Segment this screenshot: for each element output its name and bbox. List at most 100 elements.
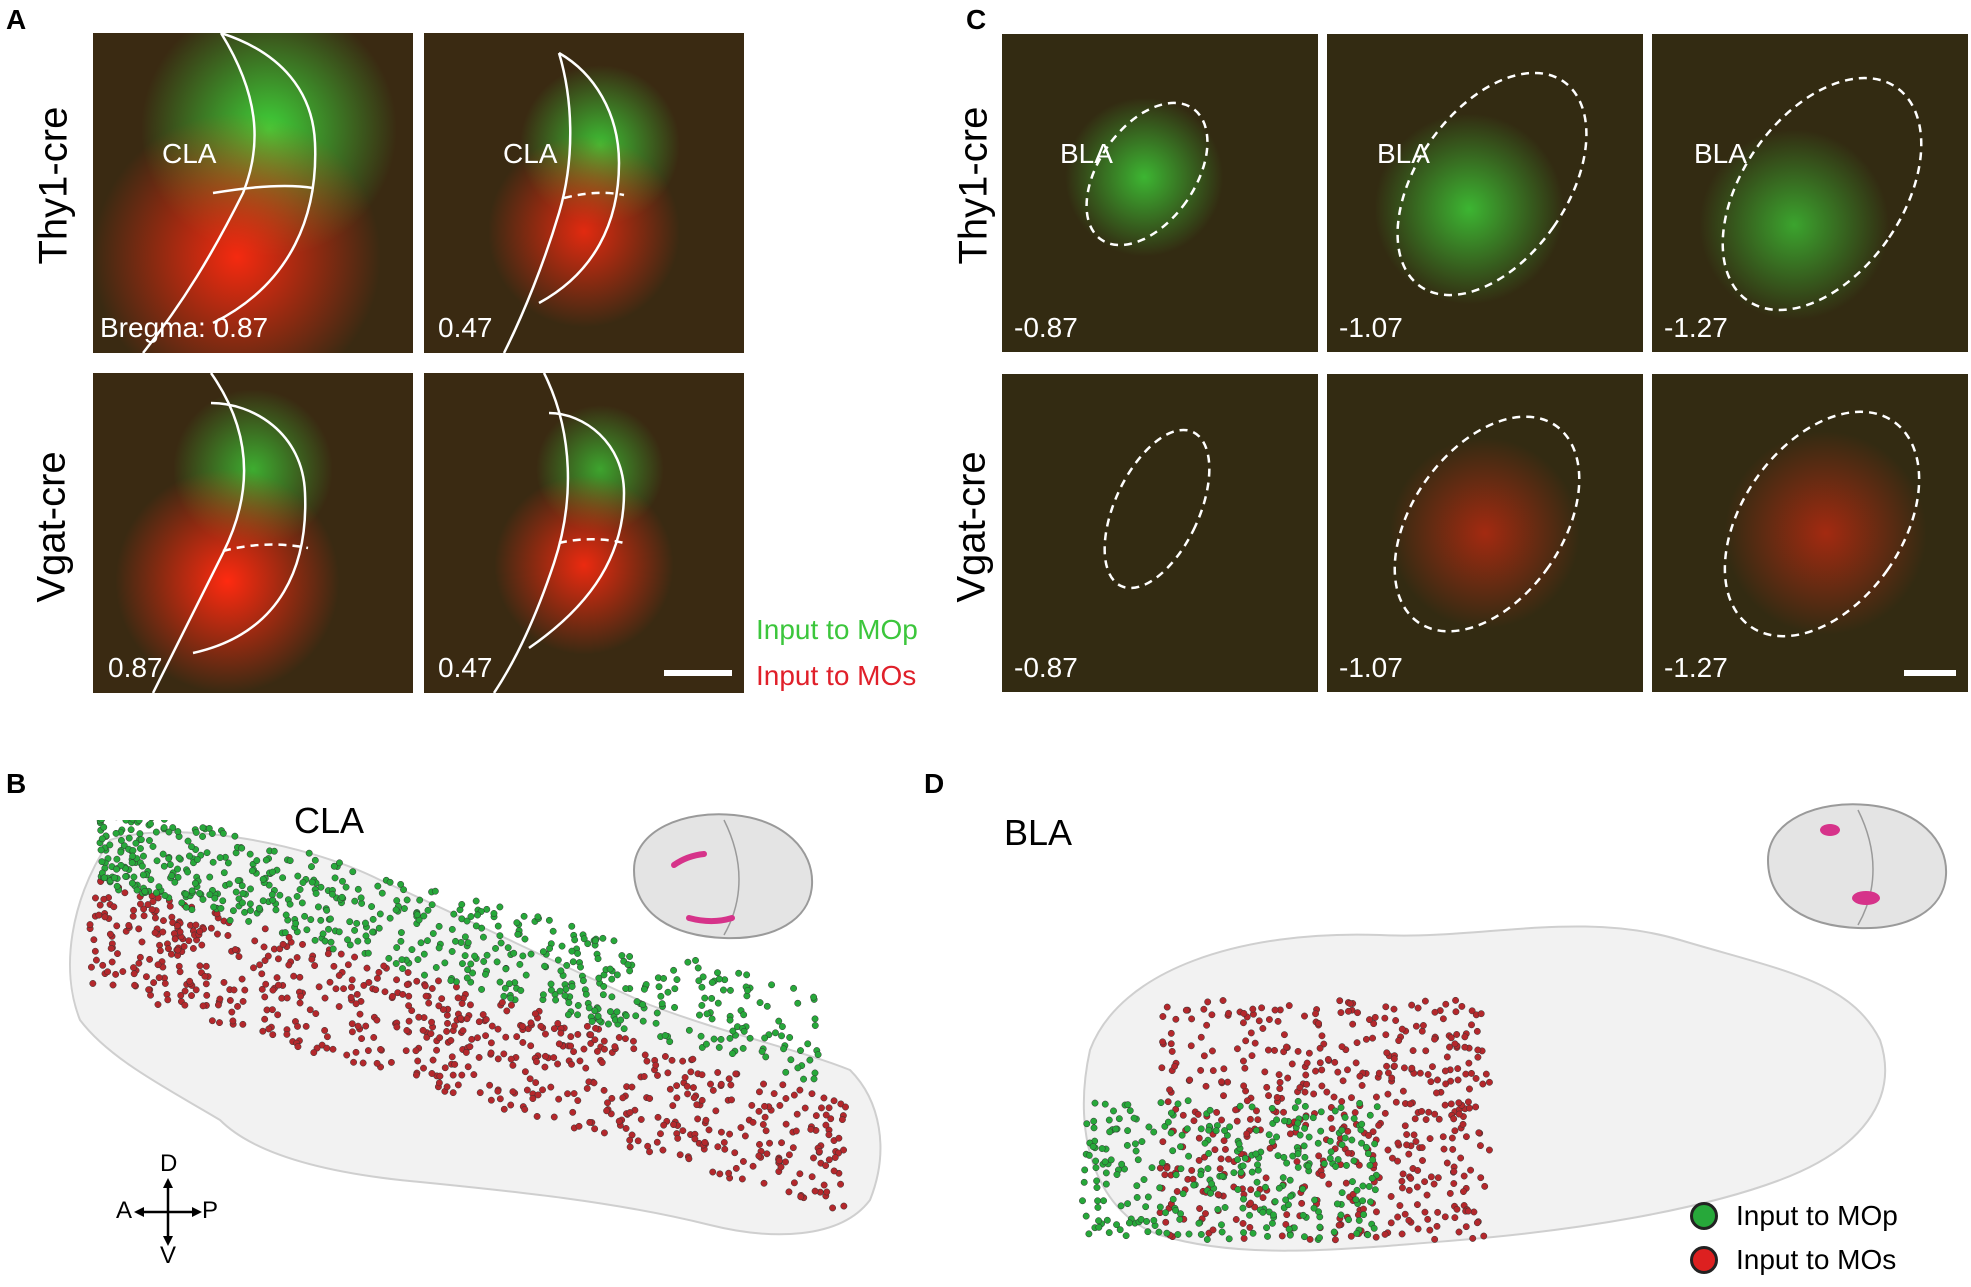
- cell-dot: [1352, 1059, 1360, 1067]
- cell-dot: [509, 1088, 517, 1096]
- cell-dot: [374, 974, 381, 982]
- cell-dot: [1315, 1152, 1323, 1160]
- cell-dot: [1345, 1216, 1353, 1224]
- cell-dot: [1372, 1233, 1380, 1241]
- cell-dot: [1103, 1216, 1111, 1224]
- cell-dot: [1446, 1043, 1453, 1051]
- cell-dot: [347, 993, 355, 1001]
- cell-dot: [180, 942, 188, 950]
- cell-dot: [1133, 1194, 1141, 1201]
- cell-dot: [1269, 1211, 1277, 1219]
- cell-dot: [1347, 1232, 1355, 1240]
- cell-dot: [835, 1134, 843, 1142]
- cell-dot: [246, 900, 254, 908]
- cell-dot: [1144, 1193, 1152, 1201]
- cell-dot: [1381, 1230, 1389, 1238]
- cell-dot: [387, 1058, 395, 1066]
- cell-dot: [421, 982, 429, 990]
- cell-dot: [630, 1045, 638, 1053]
- cell-dot: [241, 986, 249, 994]
- cell-dot: [1330, 1093, 1338, 1101]
- cell-dot: [412, 1047, 420, 1055]
- cell-dot: [519, 1022, 526, 1030]
- cell-dot: [494, 1055, 502, 1063]
- cell-dot: [335, 1003, 343, 1010]
- cell-dot: [1350, 1157, 1358, 1165]
- cell-dot: [604, 1099, 611, 1107]
- cell-dot: [421, 971, 428, 979]
- cell-dot: [1239, 1220, 1247, 1227]
- cell-dot: [1294, 1150, 1302, 1158]
- cell-dot: [1205, 1150, 1213, 1157]
- title-3d-bla: BLA: [1004, 812, 1073, 853]
- brain-inset-b: [632, 813, 814, 940]
- cell-dot: [1284, 1074, 1292, 1082]
- cell-dot: [283, 994, 291, 1002]
- cell-dot: [766, 1139, 773, 1147]
- cell-dot: [1418, 1144, 1426, 1152]
- cell-dot: [208, 1017, 216, 1025]
- cell-dot: [161, 892, 169, 899]
- cell-dot: [357, 894, 365, 902]
- cell-dot: [726, 986, 734, 994]
- cell-dot: [1406, 1100, 1414, 1108]
- cell-dot: [89, 980, 97, 987]
- cell-dot: [317, 916, 325, 924]
- cell-dot: [550, 1054, 558, 1062]
- cell-dot: [220, 869, 228, 877]
- cell-dot: [303, 926, 311, 934]
- cell-dot: [259, 875, 267, 883]
- cell-dot: [1279, 1174, 1287, 1182]
- cell-dot: [568, 922, 576, 930]
- cell-dot: [174, 873, 182, 881]
- cell-dot: [352, 1048, 360, 1056]
- cell-dot: [1358, 1120, 1366, 1128]
- cell-dot: [1172, 1015, 1180, 1023]
- cell-dot: [1310, 1204, 1318, 1212]
- cell-dot: [1179, 1111, 1187, 1119]
- cell-dot: [552, 996, 560, 1004]
- cell-dot: [1455, 1099, 1463, 1107]
- cell-dot: [1209, 1226, 1217, 1234]
- cell-dot: [239, 1020, 247, 1028]
- cell-dot: [494, 922, 502, 930]
- cell-dot: [671, 985, 679, 993]
- cell-dot: [1124, 1200, 1132, 1208]
- cell-dot: [154, 961, 162, 969]
- cell-dot: [1259, 1025, 1267, 1032]
- micrograph-c-thy1-087: [1002, 34, 1318, 352]
- cell-dot: [354, 885, 362, 893]
- cell-dot: [780, 1045, 788, 1053]
- cell-dot: [147, 876, 155, 884]
- cell-dot: [1264, 1046, 1272, 1054]
- cell-dot: [658, 1000, 666, 1008]
- bregma-c-5: -1.07: [1339, 652, 1403, 683]
- cell-dot: [1338, 1126, 1346, 1134]
- cell-dot: [349, 868, 357, 876]
- cell-dot: [135, 820, 143, 824]
- cell-dot: [1177, 1210, 1184, 1218]
- cell-dot: [815, 1148, 823, 1156]
- cell-dot: [178, 899, 186, 907]
- cell-dot: [539, 948, 547, 956]
- cell-dot: [160, 917, 167, 925]
- cell-dot: [444, 1019, 451, 1027]
- cell-dot: [321, 1026, 329, 1034]
- cell-dot: [1369, 1156, 1377, 1164]
- cell-dot: [1286, 1176, 1294, 1184]
- cell-dot: [586, 1118, 594, 1126]
- cell-dot: [513, 1033, 521, 1041]
- cell-dot: [262, 980, 270, 988]
- cell-dot: [130, 873, 138, 881]
- cell-dot: [1112, 1125, 1120, 1133]
- cell-dot: [393, 1023, 401, 1031]
- cell-dot: [731, 1149, 739, 1157]
- cell-dot: [785, 1151, 793, 1159]
- cell-dot: [729, 1027, 737, 1035]
- cell-dot: [1150, 1128, 1158, 1136]
- cell-dot: [1316, 1059, 1324, 1067]
- cell-dot: [372, 986, 380, 994]
- cell-dot: [526, 1075, 534, 1083]
- cell-dot: [339, 877, 346, 885]
- cell-dot: [691, 1135, 699, 1143]
